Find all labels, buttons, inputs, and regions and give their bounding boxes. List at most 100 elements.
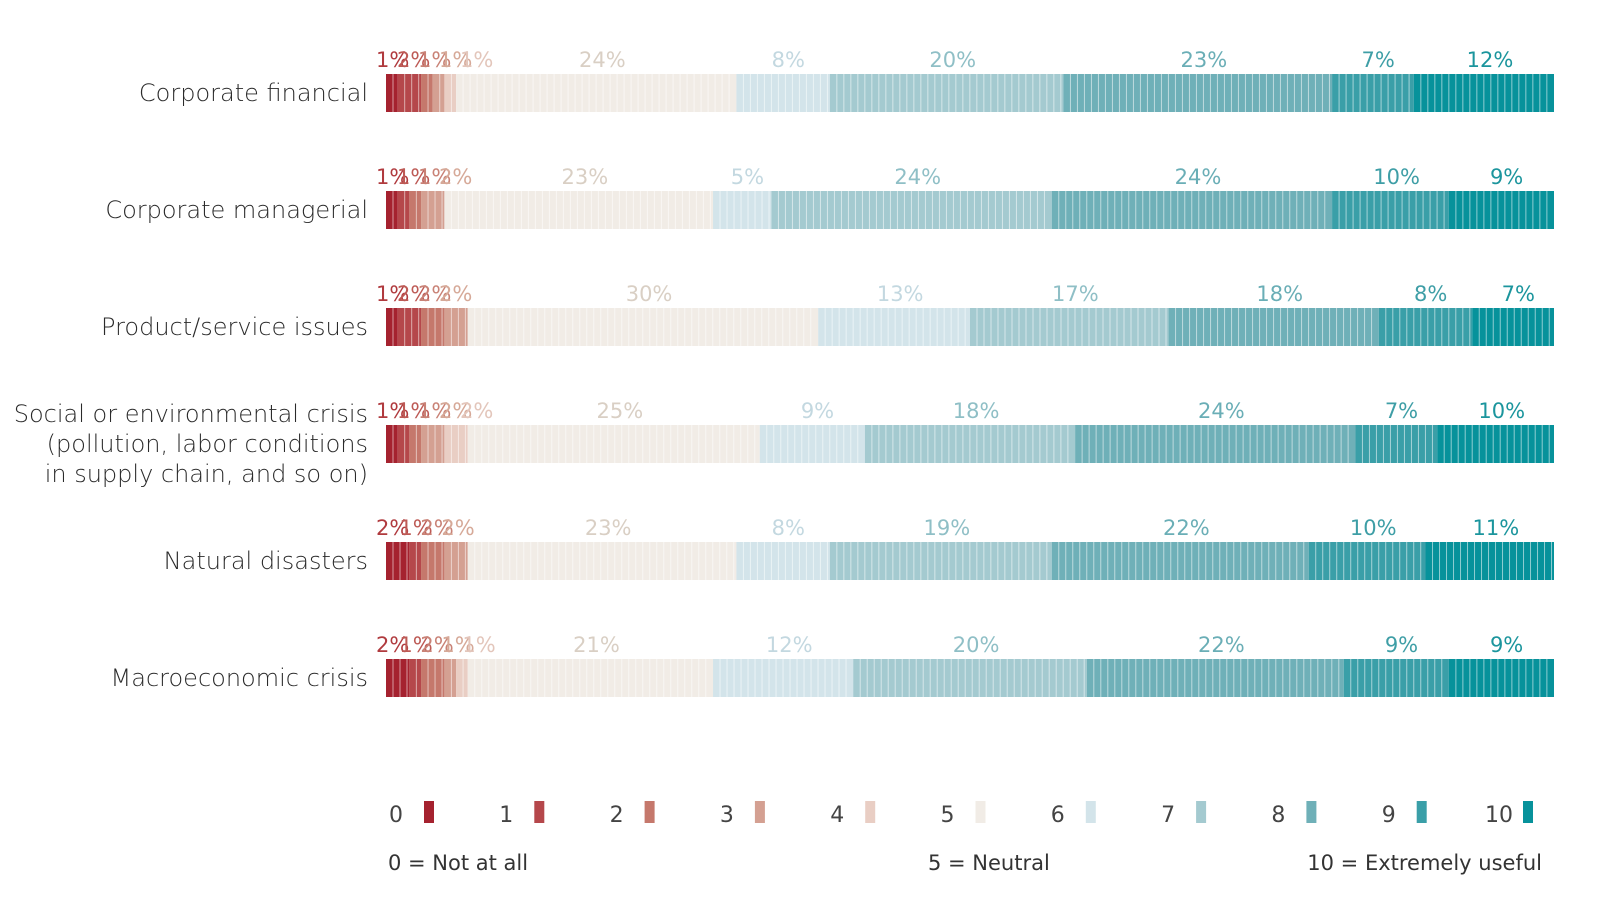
bar-segment bbox=[1063, 74, 1333, 112]
value-label: 2% bbox=[420, 633, 453, 657]
bar-segment bbox=[421, 191, 445, 229]
value-label: 1% bbox=[462, 633, 495, 657]
bar-segment bbox=[397, 425, 410, 463]
bar-segment bbox=[409, 425, 422, 463]
value-label: 23% bbox=[585, 516, 632, 540]
legend-swatch bbox=[975, 801, 986, 823]
legend-swatch bbox=[424, 801, 434, 823]
legend-label: 8 bbox=[1271, 803, 1285, 828]
value-label: 7% bbox=[1385, 399, 1418, 423]
bar-segment bbox=[1332, 191, 1449, 229]
bar-segment bbox=[1472, 308, 1554, 346]
value-label: 2% bbox=[441, 516, 474, 540]
value-label: 12% bbox=[1467, 48, 1514, 72]
legend-label: 2 bbox=[610, 803, 624, 828]
value-label: 30% bbox=[626, 282, 673, 306]
value-label: 2% bbox=[439, 282, 472, 306]
legend-label: 0 bbox=[389, 803, 403, 828]
value-label: 2% bbox=[420, 516, 453, 540]
value-label: 1% bbox=[376, 165, 409, 189]
bar-segment bbox=[386, 659, 410, 697]
bar-segment bbox=[759, 425, 865, 463]
legend-swatch bbox=[1416, 801, 1427, 823]
bar-segment bbox=[432, 74, 445, 112]
legend-label: 9 bbox=[1382, 803, 1396, 828]
value-label: 8% bbox=[772, 516, 805, 540]
bar-segment bbox=[1086, 659, 1344, 697]
bar-segment bbox=[444, 308, 468, 346]
bar-segment bbox=[1448, 659, 1554, 697]
value-label: 10% bbox=[1350, 516, 1397, 540]
bar-segment bbox=[818, 308, 970, 346]
value-label: 7% bbox=[1502, 282, 1535, 306]
bar-segment bbox=[1332, 74, 1414, 112]
legend-label: 1 bbox=[499, 803, 513, 828]
bar-segment bbox=[829, 74, 1064, 112]
bar-segment bbox=[409, 191, 422, 229]
legend-label: 4 bbox=[830, 803, 844, 828]
value-label: 1% bbox=[376, 48, 409, 72]
bar-segment bbox=[829, 542, 1052, 580]
legend-swatch bbox=[1306, 801, 1317, 823]
value-label: 5% bbox=[731, 165, 764, 189]
bar-segment bbox=[1437, 425, 1554, 463]
value-label: 22% bbox=[1198, 633, 1245, 657]
value-label: 24% bbox=[894, 165, 941, 189]
bar-segment bbox=[1051, 542, 1309, 580]
value-label: 1% bbox=[399, 516, 432, 540]
bar-segment bbox=[386, 191, 398, 229]
value-label: 2% bbox=[376, 516, 409, 540]
legend-swatch bbox=[1085, 801, 1096, 823]
bar-segment bbox=[970, 308, 1169, 346]
value-label: 1% bbox=[397, 165, 430, 189]
value-label: 23% bbox=[1181, 48, 1228, 72]
value-label: 1% bbox=[460, 48, 493, 72]
value-label: 24% bbox=[1175, 165, 1222, 189]
value-label: 1% bbox=[418, 399, 451, 423]
value-label: 9% bbox=[801, 399, 834, 423]
bar-segment bbox=[421, 659, 445, 697]
bar-segment bbox=[1425, 542, 1554, 580]
bar-segment bbox=[421, 74, 433, 112]
value-label: 9% bbox=[1385, 633, 1418, 657]
legend-note-extremely-useful: 10 = Extremely useful bbox=[1307, 851, 1542, 875]
value-label: 2% bbox=[397, 48, 430, 72]
value-label: 20% bbox=[929, 48, 976, 72]
bar-segment bbox=[444, 74, 457, 112]
legend-note-neutral: 5 = Neutral bbox=[928, 851, 1050, 875]
category-label: Social or environmental crisis bbox=[14, 400, 368, 428]
category-label: Natural disasters bbox=[164, 547, 368, 575]
bar-segment bbox=[444, 191, 714, 229]
bar-segment bbox=[386, 308, 398, 346]
bar-segment bbox=[444, 659, 457, 697]
value-label: 17% bbox=[1052, 282, 1099, 306]
category-label: Macroeconomic crisis bbox=[111, 664, 368, 692]
bar-segment bbox=[421, 425, 445, 463]
bar-segment bbox=[386, 74, 398, 112]
value-label: 19% bbox=[924, 516, 971, 540]
bar-segment bbox=[444, 542, 468, 580]
value-label: 9% bbox=[1490, 165, 1523, 189]
value-label: 2% bbox=[439, 165, 472, 189]
value-label: 8% bbox=[772, 48, 805, 72]
bar-segment bbox=[421, 542, 445, 580]
legend-label: 7 bbox=[1161, 803, 1175, 828]
value-label: 2% bbox=[418, 282, 451, 306]
bar-segment bbox=[409, 542, 422, 580]
value-label: 2% bbox=[460, 399, 493, 423]
value-label: 11% bbox=[1473, 516, 1520, 540]
value-label: 22% bbox=[1163, 516, 1210, 540]
bar-segment bbox=[1355, 425, 1438, 463]
bar-segment bbox=[1343, 659, 1449, 697]
legend-label: 5 bbox=[941, 803, 955, 828]
bar-segment bbox=[397, 308, 422, 346]
value-label: 7% bbox=[1361, 48, 1394, 72]
bar-segment bbox=[456, 659, 468, 697]
category-label: Product/service issues bbox=[101, 313, 368, 341]
value-label: 2% bbox=[439, 399, 472, 423]
